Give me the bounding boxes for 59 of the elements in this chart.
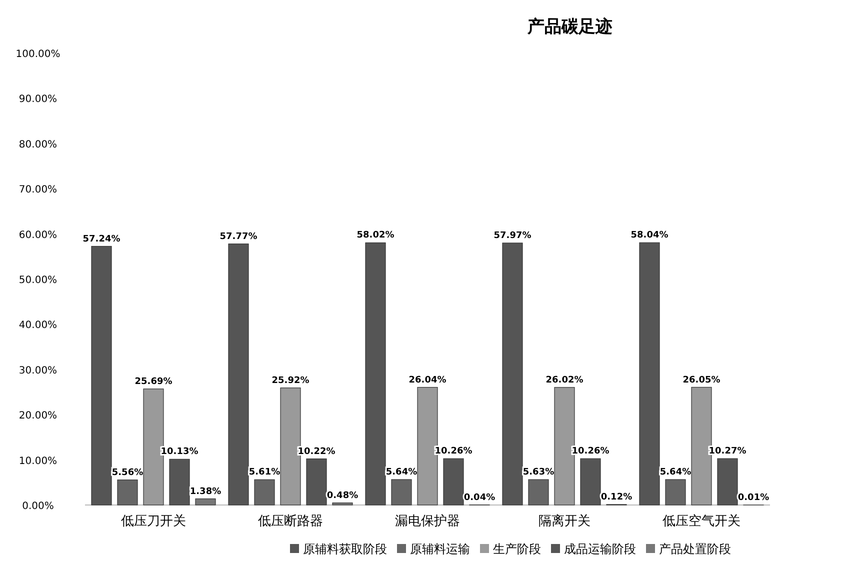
bar (665, 479, 686, 506)
y-tick-label: 70.00% (18, 184, 58, 196)
bar (391, 479, 412, 506)
text: 0.01% (738, 492, 770, 503)
bar (580, 458, 601, 506)
x-tick-label: 低压刀开关 (121, 514, 186, 529)
text: 5.63% (522, 468, 554, 478)
text: 57.97% (494, 230, 532, 241)
text: 0.48% (326, 490, 358, 501)
x-tick-label: 低压空气开关 (662, 514, 740, 529)
bar (91, 246, 112, 506)
y-tick-label: 10.00% (18, 456, 58, 467)
bar (169, 458, 190, 506)
x-tick-label: 隔离开关 (538, 513, 590, 529)
bar (332, 502, 353, 506)
bar (306, 458, 327, 506)
y-tick-label: 80.00% (18, 139, 58, 150)
chart-title: 产品碳足迹 (526, 17, 612, 37)
bar (502, 242, 523, 506)
y-tick-label: 30.00% (18, 365, 58, 376)
y-tick-label: 100.00% (16, 49, 60, 60)
text: 5.56% (112, 468, 144, 478)
y-tick-label: 90.00% (18, 94, 58, 106)
text: 5.64% (660, 468, 692, 478)
y-tick-label: 0.00% (22, 501, 54, 512)
bar (717, 458, 738, 506)
legend-label: 原辅料获取阶段 (303, 542, 387, 556)
text: 26.05% (682, 375, 720, 386)
bar (254, 479, 275, 506)
legend-label: 产品处置阶段 (659, 542, 731, 556)
text: 58.02% (356, 230, 394, 241)
bar (639, 242, 660, 506)
y-tick-label: 60.00% (18, 230, 58, 241)
bar (228, 244, 249, 506)
text: 25.92% (272, 376, 310, 386)
x-tick-label: 漏电保护器 (395, 514, 460, 529)
text: 57.24% (82, 234, 120, 244)
bar (195, 498, 216, 506)
text: 57.77% (220, 232, 258, 242)
text: 0.12% (600, 492, 632, 502)
bar (528, 479, 549, 506)
legend-label: 成品运输阶段 (564, 542, 636, 556)
text: 25.69% (134, 376, 172, 387)
text: 0.04% (464, 492, 496, 503)
legend-label: 原辅料运输 (410, 542, 470, 556)
text: 58.04% (630, 230, 668, 241)
text: 26.04% (408, 375, 446, 386)
text: 26.02% (546, 375, 584, 386)
legend-label: 生产阶段 (493, 542, 541, 556)
text: 5.61% (248, 468, 280, 478)
bar (365, 242, 386, 506)
y-tick-label: 40.00% (18, 320, 58, 332)
text: 1.38% (190, 486, 222, 497)
text: 5.64% (386, 468, 418, 478)
x-tick-label: 低压断路器 (258, 514, 323, 529)
bar (117, 480, 138, 506)
y-tick-label: 20.00% (18, 410, 58, 422)
bar (443, 458, 464, 506)
y-tick-label: 50.00% (18, 275, 58, 286)
